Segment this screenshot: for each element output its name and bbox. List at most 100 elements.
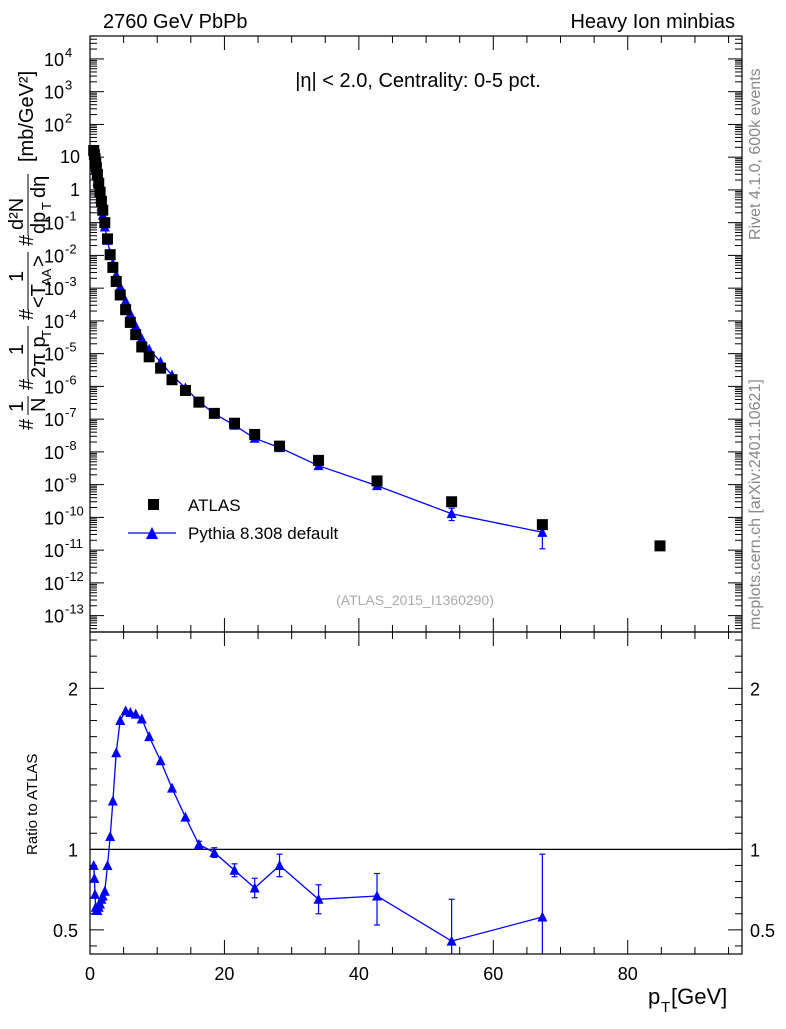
ratio-point [88,859,99,870]
data-point [143,351,155,363]
x-tick-label: 60 [483,964,503,984]
rivet-label: Rivet 4.1.0, 600k events [747,68,764,240]
y-tick-exponent: -4 [65,307,77,322]
y-tick-exponent: -7 [65,405,77,420]
y-tick-exponent: 2 [65,110,72,125]
ratio-point [313,893,324,904]
y-tick-label: 10 [44,443,64,463]
mcplots-label: mcplots.cern.ch [arXiv:2401.10621] [747,379,764,630]
ratio-point [180,811,191,822]
data-point [155,362,167,374]
ratio-point [102,859,113,870]
data-point [208,407,220,419]
x-axis-label: p T [GeV] [648,984,727,1016]
ratio-tick-labels: 0 20 40 60 80 0.5 0.5 1 1 2 2 [53,679,775,984]
mc-line [93,151,543,533]
mc-series [88,146,548,550]
data-point [104,249,116,261]
data-point [93,177,105,189]
y-tick-exponent: -11 [65,536,83,551]
y-tick-label: 10 [44,607,64,627]
data-point [107,261,119,273]
data-point [193,396,205,408]
header-right: Heavy Ion minbias [570,11,735,33]
xlabel-unit: [GeV] [671,984,727,1009]
data-point [166,374,178,386]
ylabel-denominator-sub: T [39,202,54,210]
data-point [110,275,122,287]
y-tick-exponent: 3 [65,78,72,93]
ratio-y-tick-label-right: 1 [750,840,760,860]
ratio-point [99,885,110,896]
x-tick-label: 40 [349,964,369,984]
ratio-point [372,890,383,901]
ylabel-deta: dη [28,176,50,198]
mc-point [136,333,147,344]
y-tick-label: 10 [44,410,64,430]
y-tick-label: 10 [44,541,64,561]
ylabel-taa-sub: AA [39,268,54,286]
ratio-y-tick-label: 2 [68,679,78,699]
analysis-label: (ATLAS_2015_I1360290) [336,592,494,608]
ylabel-denominator: dp [28,212,50,234]
ratio-y-tick-label-right: 2 [750,679,760,699]
ratio-point [249,882,260,893]
ylabel-hash2: # [16,378,38,390]
ratio-y-axis-label: Ratio to ATLAS [24,754,41,855]
y-tick-exponent: 4 [65,45,72,60]
y-tick-label: 10 [44,574,64,594]
y-tick-exponent: -12 [65,569,84,584]
x-tick-label: 20 [214,964,234,984]
data-point [95,195,107,207]
ylabel-2pi-pt-sub: T [39,330,54,338]
y-tick-label: 10 [44,312,64,332]
ratio-panel: 0 20 40 60 80 0.5 0.5 1 1 2 2 [53,631,775,984]
ylabel-taa: <T [28,284,50,308]
ratio-y-tick-label: 1 [68,840,78,860]
data-point [136,341,148,353]
ylabel-2pi-pt: 2π p [28,336,50,378]
ratio-y-tick-label: 0.5 [53,921,78,941]
y-tick-exponent: -1 [65,209,77,224]
ratio-point [130,708,141,719]
y-tick-exponent: -10 [65,503,84,518]
ylabel-frac2-num: 1 [6,344,28,355]
xlabel-sub: T [661,999,670,1016]
ratio-point [537,911,548,922]
ylabel-hash3: # [16,308,38,320]
ylabel-frac-n-num: 1 [6,401,28,412]
ratio-point [115,715,126,726]
y-tick-exponent: -6 [65,372,77,387]
y-tick-label: 10 [44,476,64,496]
y-tick-label: 10 [44,377,64,397]
ratio-point [155,755,166,766]
xlabel-main: p [648,984,660,1009]
ratio-ticks [89,632,742,954]
data-point [94,186,106,198]
cut-annotation: |η| < 2.0, Centrality: 0-5 pct. [295,70,541,92]
y-tick-label: 10 [44,115,64,135]
header-left: 2760 GeV PbPb [103,11,248,33]
y-tick-exponent: -2 [65,241,77,256]
ratio-point [105,830,116,841]
y-tick-label: 10 [44,279,64,299]
data-series [88,144,666,552]
y-tick-exponent: -13 [65,602,84,617]
data-point [90,162,102,174]
data-point [371,475,383,487]
ratio-point [193,839,204,850]
ratio-point [89,872,100,883]
ylabel-numerator: d²N [6,198,28,230]
ratio-point [90,888,101,899]
mc-point [537,526,548,537]
y-tick-label: 10 [44,345,64,365]
y-tick-label: 10 [44,246,64,266]
ratio-point [446,935,457,946]
ratio-y-tick-label-right: 0.5 [750,921,775,941]
ratio-frame [89,631,743,955]
y-tick-exponent: -9 [65,471,77,486]
